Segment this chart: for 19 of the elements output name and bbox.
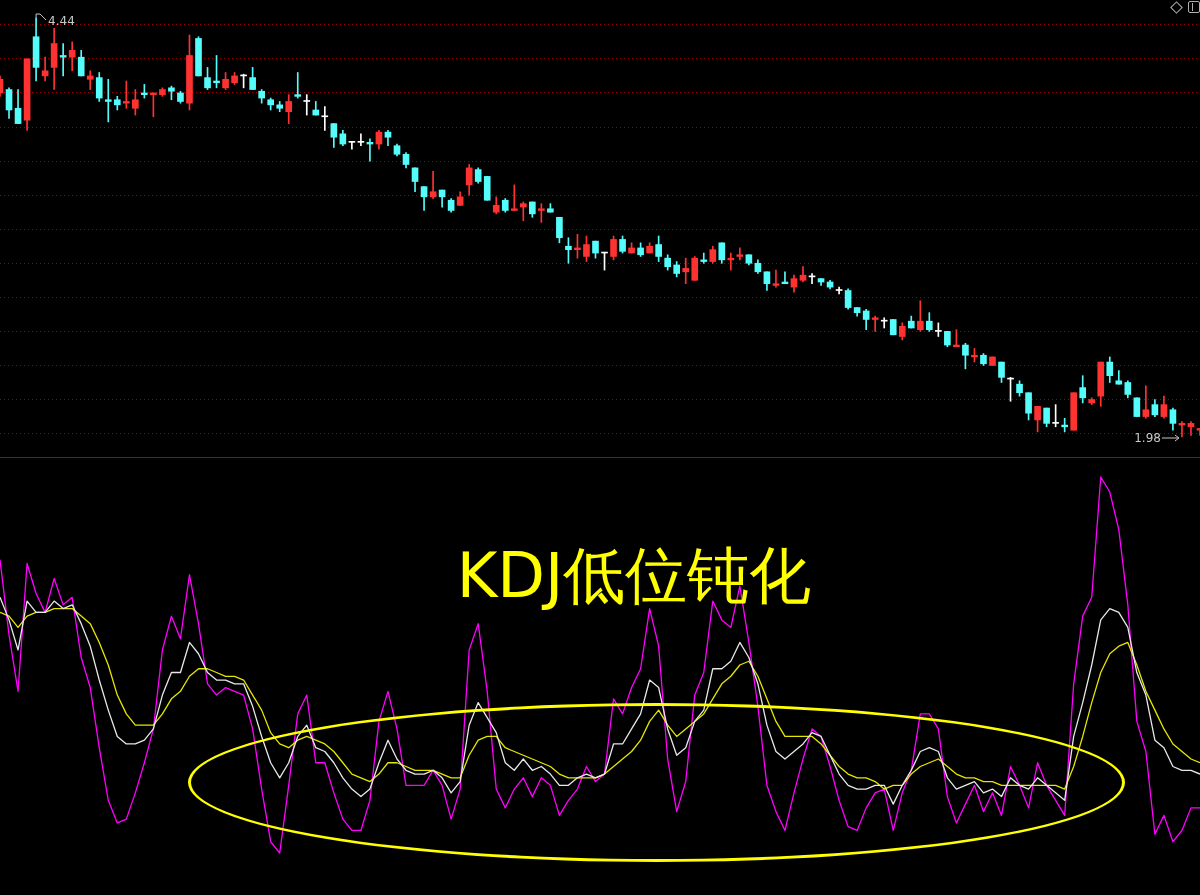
annotation: 1.98 <box>1134 431 1161 446</box>
candlestick <box>357 133 365 147</box>
candlestick <box>1142 385 1150 419</box>
annotation: KDJ低位钝化 <box>456 539 812 613</box>
candlestick <box>104 78 112 123</box>
candlestick <box>772 269 780 288</box>
candlestick <box>429 170 437 199</box>
annotation: 4.44 <box>48 14 75 29</box>
candlestick <box>321 106 329 131</box>
candlestick <box>510 184 518 211</box>
candlestick <box>682 257 690 285</box>
candlestick <box>59 43 67 77</box>
candlestick <box>871 315 879 332</box>
candlestick <box>519 201 527 222</box>
candlestick <box>303 94 311 116</box>
candlestick <box>86 70 94 90</box>
candlestick <box>880 317 888 329</box>
candlestick <box>348 141 356 150</box>
candlestick <box>294 72 302 99</box>
